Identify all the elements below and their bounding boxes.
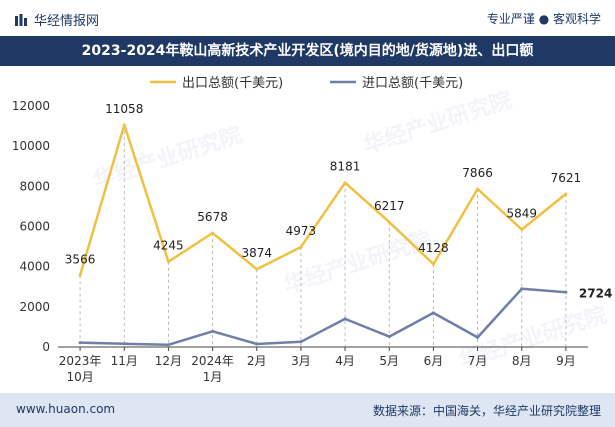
import-point [520,287,524,291]
axes: 0 2000 4000 6000 8000 10000 12000 2023年 10月 11月 12… [12,99,588,384]
x-tick-label: 8月 [512,354,532,368]
bar-logo-icon [15,13,27,26]
top-bar: 华经情报网 专业严谨 ● 客观科学 [0,0,615,36]
export-point [166,260,170,264]
import-point [122,342,126,346]
y-tick-label: 0 [42,340,50,354]
y-tick-label: 10000 [12,139,50,153]
export-data-label: 4973 [286,224,317,238]
y-tick-label: 8000 [19,179,50,193]
x-tick-label: 11月 [111,354,138,368]
brand[interactable]: 华经情报网 [14,10,99,29]
export-data-label: 5849 [506,207,537,221]
export-point [343,181,347,185]
data-labels: 3566 11058 4245 5678 3874 4973 8181 6217 4128 786… [65,102,613,300]
x-tick-label: 6月 [424,354,444,368]
export-series-line [78,123,567,276]
legend-label: 进口总额(千美元) [362,76,463,91]
x-tick-label: 5月 [379,354,399,368]
export-point [255,267,259,271]
x-tick-label: 10月 [66,370,93,384]
import-point [387,335,391,339]
import-point [299,340,303,344]
import-point [166,343,170,347]
x-tick-label: 1月 [203,370,223,384]
legend-label: 出口总额(千美元) [182,76,283,91]
export-data-label: 4128 [418,241,449,255]
export-point [520,228,524,232]
footer: www.huaon.com 数据来源：中国海关，华经产业研究院整理 [0,393,615,427]
x-tick-label: 3月 [291,354,311,368]
line-chart: 出口总额(千美元) 进口总额(千美元) 0 2000 4000 6000 8000 1000… [12,76,613,384]
import-point [476,335,480,339]
import-point [211,329,215,333]
export-data-label: 8181 [330,160,361,174]
x-tick-label: 2024年 [191,354,234,368]
export-data-label: 6217 [374,199,405,213]
export-point [387,220,391,224]
import-point [431,311,435,315]
export-data-label: 5678 [197,210,228,224]
x-tick-label: 7月 [468,354,488,368]
footer-url[interactable]: www.huaon.com [16,402,116,416]
export-data-label: 3566 [65,252,96,266]
footer-source: 数据来源：中国海关，华经产业研究院整理 [372,404,601,418]
x-tick-label: 12月 [155,354,182,368]
export-point [299,245,303,249]
chart-title: 2023-2024年鞍山高新技术产业开发区(境内目的地/货源地)进、出口额 [81,43,534,59]
export-point [122,123,126,127]
drop-lines [79,124,567,347]
export-data-label: 11058 [105,102,143,116]
export-point [476,187,480,191]
x-tick-label: 2023年 [59,354,102,368]
y-tick-label: 2000 [19,300,50,314]
import-point [343,317,347,321]
import-point [564,290,568,294]
x-tick-label: 2月 [247,354,267,368]
brand-name: 华经情报网 [34,14,100,29]
y-tick-label: 12000 [12,99,50,113]
export-point [564,192,568,196]
y-tick-label: 4000 [19,260,50,274]
export-point [431,262,435,266]
tagline: 专业严谨 ● 客观科学 [486,12,601,26]
x-tick-label: 9月 [556,354,576,368]
export-point [78,273,82,277]
x-tick-label: 4月 [335,354,355,368]
export-data-label: 3874 [241,246,272,260]
export-data-label: 7621 [551,171,582,185]
import-point [78,341,82,345]
title-bar: 2023-2024年鞍山高新技术产业开发区(境内目的地/货源地)进、出口额 [0,36,615,66]
export-data-label: 7866 [462,166,493,180]
import-last-label: 2724 [579,286,612,300]
export-data-label: 4245 [153,239,184,253]
export-point [211,231,215,235]
import-point [255,342,259,346]
y-tick-label: 6000 [19,220,50,234]
legend: 出口总额(千美元) 进口总额(千美元) [150,76,463,91]
series-layer [78,123,568,347]
import-series-line [80,287,566,347]
